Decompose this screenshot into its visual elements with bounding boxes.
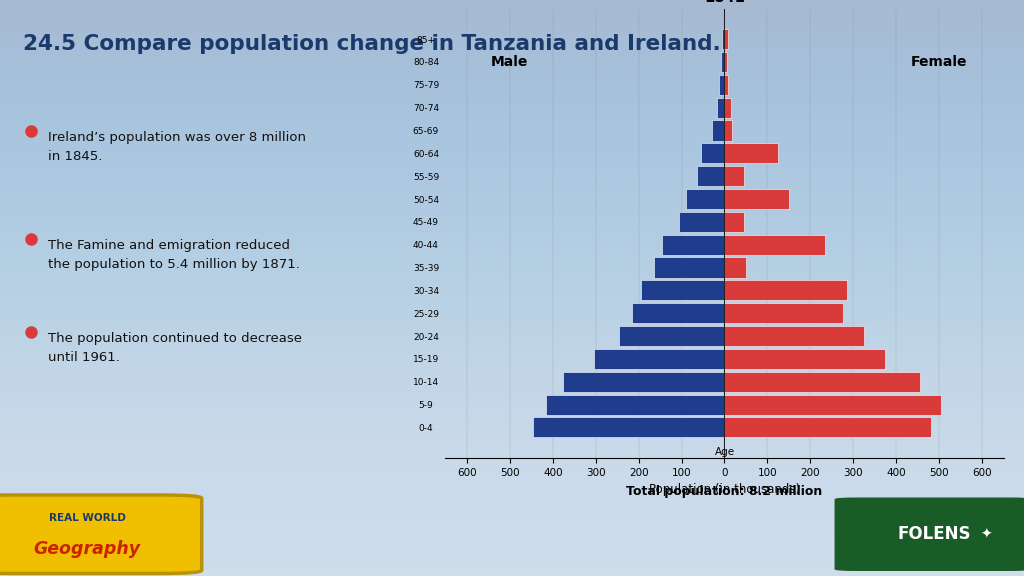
Text: Ireland’s population was over 8 million
in 1845.: Ireland’s population was over 8 million … xyxy=(48,131,306,162)
Bar xyxy=(641,281,725,301)
Bar xyxy=(725,166,743,186)
Text: Female: Female xyxy=(911,55,968,69)
Bar xyxy=(563,372,725,392)
Text: Male: Male xyxy=(492,55,528,69)
Text: The population continued to decrease
until 1961.: The population continued to decrease unt… xyxy=(48,332,302,365)
Bar xyxy=(725,143,778,164)
Text: REAL WORLD: REAL WORLD xyxy=(48,513,126,522)
Bar xyxy=(725,349,886,369)
Bar xyxy=(719,75,725,95)
Bar xyxy=(725,29,728,49)
Bar xyxy=(721,52,725,72)
Bar xyxy=(717,97,725,118)
Bar xyxy=(632,303,725,323)
Bar xyxy=(725,52,727,72)
Text: Geography: Geography xyxy=(34,540,140,558)
Bar xyxy=(679,212,725,232)
Bar xyxy=(725,212,743,232)
Bar xyxy=(725,395,941,415)
Title: Population pyramid of Ireland,
1841: Population pyramid of Ireland, 1841 xyxy=(598,0,851,5)
Bar xyxy=(663,234,725,255)
Bar xyxy=(686,189,725,209)
Bar xyxy=(725,257,745,278)
Bar xyxy=(725,418,931,438)
Bar xyxy=(725,75,728,95)
Bar xyxy=(653,257,725,278)
Bar xyxy=(712,120,725,141)
Bar xyxy=(725,97,731,118)
Text: Age: Age xyxy=(716,447,735,457)
FancyBboxPatch shape xyxy=(835,498,1024,571)
Bar xyxy=(725,281,847,301)
Bar xyxy=(725,234,825,255)
Text: FOLENS: FOLENS xyxy=(897,525,971,543)
Bar xyxy=(700,143,725,164)
Bar xyxy=(620,326,725,346)
Bar xyxy=(725,189,788,209)
Text: ✦: ✦ xyxy=(980,527,992,541)
Text: 24.5 Compare population change in Tanzania and Ireland.: 24.5 Compare population change in Tanzan… xyxy=(23,35,720,55)
Bar xyxy=(722,29,725,49)
Text: Total population: 8.2 million: Total population: 8.2 million xyxy=(627,484,822,498)
Bar xyxy=(725,120,732,141)
Bar xyxy=(725,372,920,392)
X-axis label: Population (in thousands): Population (in thousands) xyxy=(649,483,800,496)
Bar xyxy=(725,326,864,346)
Bar xyxy=(594,349,725,369)
Bar xyxy=(534,418,725,438)
Bar xyxy=(696,166,725,186)
Text: The Famine and emigration reduced
the population to 5.4 million by 1871.: The Famine and emigration reduced the po… xyxy=(48,239,300,271)
Bar xyxy=(725,303,843,323)
FancyBboxPatch shape xyxy=(0,495,202,574)
Bar xyxy=(547,395,725,415)
